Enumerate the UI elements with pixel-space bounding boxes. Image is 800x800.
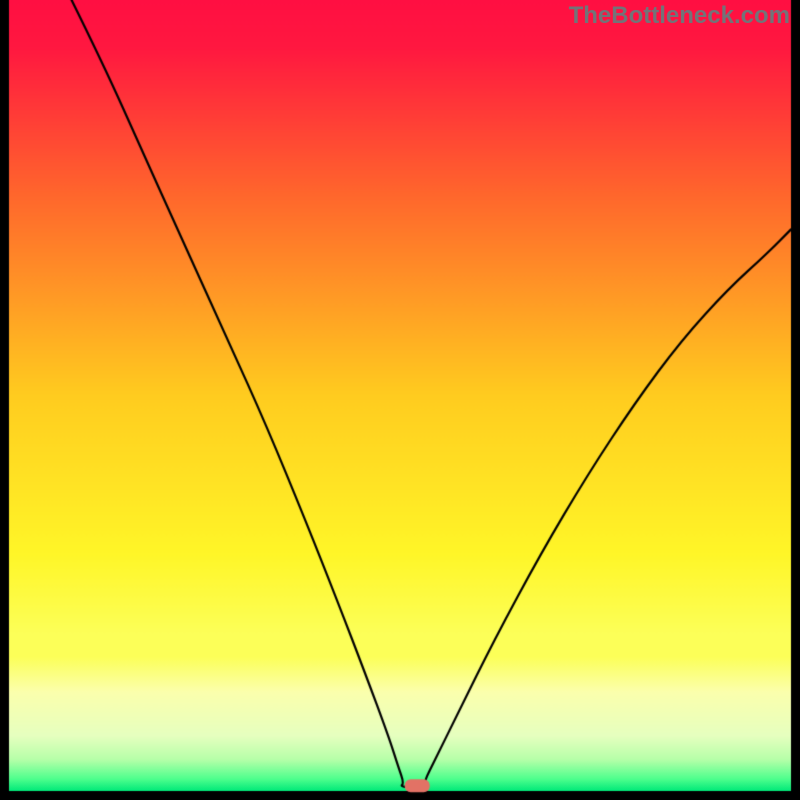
- bottleneck-chart-canvas: [0, 0, 800, 800]
- chart-stage: TheBottleneck.com: [0, 0, 800, 800]
